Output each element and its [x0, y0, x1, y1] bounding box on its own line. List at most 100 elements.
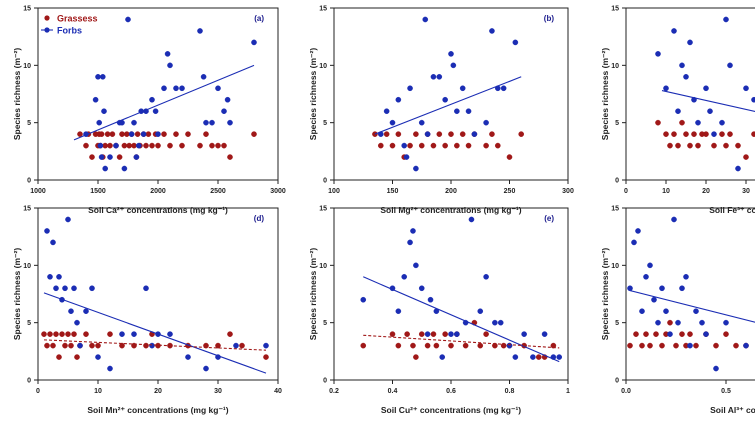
forbs-point [251, 39, 257, 46]
grasses-point [50, 342, 56, 349]
forbs-point [164, 51, 171, 57]
forbs-point [407, 239, 413, 246]
grasses-point [383, 131, 390, 137]
forbs-point [735, 165, 741, 172]
forbs-point [135, 142, 142, 149]
grasses-point [124, 131, 130, 137]
grasses-point [653, 331, 659, 337]
forbs-point [683, 74, 689, 80]
grasses-point [639, 342, 645, 349]
forbs-point [221, 108, 227, 114]
grasses-point [683, 131, 689, 137]
x-tick-label: 0.6 [446, 388, 456, 395]
x-tick-label: 0.8 [505, 388, 515, 395]
forbs-point [497, 319, 504, 326]
grasses-point [627, 342, 633, 349]
grasses-point [695, 142, 701, 149]
grasses-point [149, 142, 155, 149]
y-tick-label: 0 [323, 378, 327, 385]
forbs-point [224, 96, 231, 103]
x-tick-label: 200 [445, 188, 457, 195]
x-tick-label: 30 [742, 188, 750, 195]
grasses-point [703, 131, 709, 137]
forbs-point [643, 273, 649, 280]
forbs-point [395, 96, 402, 103]
grasses-point [483, 331, 489, 337]
forbs-point [101, 108, 107, 114]
grasses-point [134, 131, 141, 137]
forbs-point [95, 74, 101, 80]
x-tick-label: 1000 [30, 188, 46, 195]
forbs-point [68, 308, 74, 315]
forbs-point [465, 108, 472, 114]
grasses-point [477, 342, 484, 349]
grasses-point [448, 131, 454, 137]
grasses-point [413, 131, 419, 137]
forbs-point [96, 119, 102, 126]
forbs-point [631, 239, 637, 246]
forbs-point [471, 131, 478, 137]
grasses-point [418, 142, 425, 149]
forbs-point [512, 39, 519, 46]
forbs-point [703, 331, 709, 337]
grasses-point [44, 342, 50, 349]
grasses-point [723, 331, 729, 337]
grasses-point [735, 142, 741, 149]
grasses-point [679, 331, 685, 337]
x-tick-label: 0.4 [388, 388, 398, 395]
y-tick-label: 0 [615, 378, 619, 385]
forbs-point [62, 285, 68, 292]
y-tick-label: 10 [319, 263, 327, 270]
x-axis-label: Soil Mn²⁺ concentrations (mg kg⁻¹) [87, 405, 228, 415]
legend-forbs-marker [44, 27, 50, 33]
grasses-point [227, 154, 233, 160]
forbs-point [683, 273, 689, 280]
grasses-point [126, 142, 132, 149]
grasses-point [251, 131, 257, 137]
grasses-point [65, 331, 71, 337]
grasses-point [215, 142, 221, 149]
x-tick-label: 0.2 [329, 388, 339, 395]
grasses-point [74, 354, 80, 360]
forbs-point [512, 354, 519, 360]
y-tick-label: 15 [611, 206, 619, 213]
panel-label: (a) [254, 14, 264, 23]
plot-frame [625, 207, 755, 381]
forbs-point [422, 16, 429, 23]
forbs-point [121, 165, 128, 172]
forbs-point [743, 342, 749, 349]
grasses-point [647, 342, 653, 349]
forbs-point [418, 285, 425, 292]
forbs-point [439, 354, 446, 360]
forbs-point [450, 62, 457, 69]
grasses-point [102, 142, 108, 149]
forbs-point [448, 51, 454, 57]
grasses-point [121, 142, 128, 149]
grasses-point [723, 142, 729, 149]
forbs-point [483, 273, 489, 280]
legend-grasses-marker [44, 15, 50, 21]
grasses-point [116, 154, 123, 160]
forbs-point [541, 331, 548, 337]
x-tick-label: 0.5 [721, 388, 731, 395]
y-tick-label: 10 [23, 63, 31, 70]
plot-frame [625, 7, 755, 181]
y-tick-label: 10 [611, 63, 619, 70]
x-tick-label: 1500 [90, 188, 106, 195]
y-axis-label: Species richness (m⁻²) [600, 48, 610, 141]
grasses-point [89, 342, 95, 349]
forbs-point [215, 85, 221, 92]
grasses-point [679, 119, 685, 126]
x-tick-label: 0 [36, 388, 40, 395]
grasses-point [693, 342, 699, 349]
grasses-point [83, 331, 89, 337]
forbs-point [711, 131, 717, 137]
forbs-point [407, 85, 413, 92]
grasses-point [109, 131, 116, 137]
plot-frame [333, 207, 569, 381]
grasses-point [107, 142, 113, 149]
forbs-point [468, 216, 475, 223]
grasses-point [145, 131, 152, 137]
forbs-point [477, 308, 484, 315]
forbs-point [635, 228, 641, 234]
